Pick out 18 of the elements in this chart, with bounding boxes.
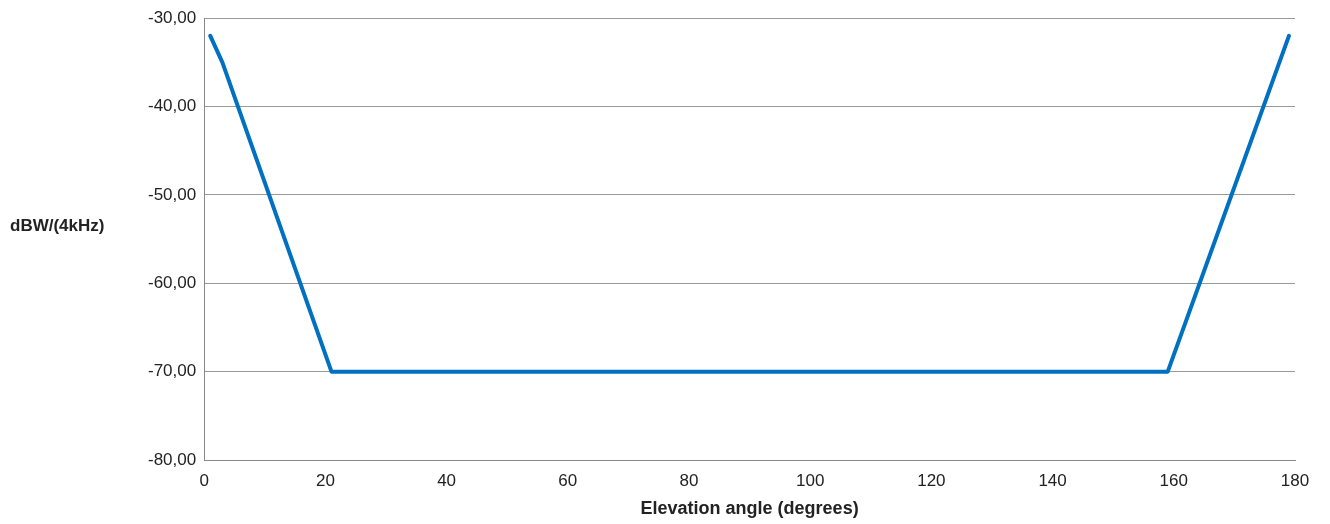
- x-tick-label: 20: [315, 470, 335, 490]
- y-axis-title: dBW/(4kHz): [10, 216, 105, 236]
- y-tick-label: -60,00: [148, 272, 197, 292]
- y-tick-label: -50,00: [148, 184, 197, 204]
- x-tick-label: 140: [1038, 470, 1067, 490]
- x-tick-label: 160: [1159, 470, 1188, 490]
- x-tick-label: 60: [558, 470, 578, 490]
- x-tick-label: 100: [796, 470, 825, 490]
- x-tick-label: 120: [917, 470, 946, 490]
- x-tick-label: 40: [437, 470, 457, 490]
- y-tick-label: -70,00: [148, 361, 197, 381]
- x-tick-label: 0: [199, 470, 209, 490]
- y-tick-label: -30,00: [148, 7, 197, 27]
- y-tick-label: -80,00: [148, 449, 197, 469]
- y-tick-label: -40,00: [148, 96, 197, 116]
- x-axis-title: Elevation angle (degrees): [640, 498, 859, 519]
- x-tick-label: 80: [679, 470, 699, 490]
- x-tick-label: 180: [1280, 470, 1310, 490]
